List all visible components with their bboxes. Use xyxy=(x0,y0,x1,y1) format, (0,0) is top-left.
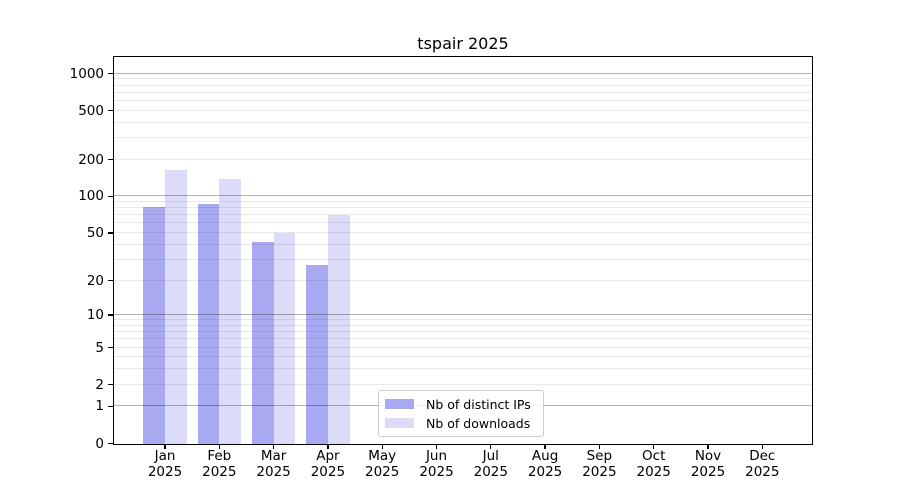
legend-label-distinct-ips: Nb of distinct IPs xyxy=(426,396,531,412)
bar-nb-of-downloads-mar-2025 xyxy=(273,233,296,444)
legend-label-downloads: Nb of downloads xyxy=(426,415,531,431)
y-tick-label-0: 0 xyxy=(95,435,104,452)
y-tick-label-1: 1 xyxy=(95,398,104,415)
x-tick-mark-sep-2025 xyxy=(598,444,601,449)
bar-nb-of-distinct-ips-mar-2025 xyxy=(251,242,274,444)
y-tick-mark-2 xyxy=(108,384,114,386)
minor-gridline-6 xyxy=(114,338,812,340)
x-tick-mark-jan-2025 xyxy=(164,444,166,449)
major-gridline-100 xyxy=(114,195,812,197)
x-tick-label-jul-2025: Jul 2025 xyxy=(473,448,508,480)
minor-gridline-7 xyxy=(114,331,812,333)
legend: Nb of distinct IPs Nb of downloads xyxy=(378,390,544,437)
plot-area xyxy=(113,56,813,445)
minor-gridline-300 xyxy=(114,136,812,138)
minor-gridline-900 xyxy=(114,78,812,80)
minor-gridline-8 xyxy=(114,324,812,326)
minor-gridline-60 xyxy=(114,222,812,224)
minor-gridline-30 xyxy=(114,258,812,260)
minor-gridline-80 xyxy=(114,207,812,209)
minor-gridline-4 xyxy=(114,356,812,358)
y-tick-mark-0 xyxy=(108,442,114,445)
x-tick-mark-aug-2025 xyxy=(544,444,546,449)
x-tick-mark-may-2025 xyxy=(381,444,383,449)
y-tick-mark-50 xyxy=(108,232,114,234)
minor-gridline-3 xyxy=(114,368,812,370)
y-tick-mark-20 xyxy=(108,279,114,282)
legend-swatch-downloads-icon xyxy=(385,418,414,428)
x-tick-mark-apr-2025 xyxy=(327,444,329,449)
x-tick-mark-dec-2025 xyxy=(761,444,763,449)
x-tick-mark-oct-2025 xyxy=(653,444,655,449)
y-tick-mark-200 xyxy=(108,158,114,161)
x-tick-label-jun-2025: Jun 2025 xyxy=(419,448,454,480)
x-tick-mark-jun-2025 xyxy=(435,444,438,449)
bar-nb-of-downloads-apr-2025 xyxy=(327,215,350,444)
minor-gridline-200 xyxy=(114,158,812,160)
x-tick-label-oct-2025: Oct 2025 xyxy=(636,448,671,480)
x-tick-label-sep-2025: Sep 2025 xyxy=(582,448,617,480)
minor-gridline-70 xyxy=(114,214,812,216)
x-tick-label-apr-2025: Apr 2025 xyxy=(310,448,346,480)
minor-gridline-50 xyxy=(114,232,812,233)
minor-gridline-5 xyxy=(114,346,812,348)
y-tick-mark-1 xyxy=(108,405,114,408)
legend-swatch-distinct-ips-icon xyxy=(385,399,414,409)
y-tick-label-100: 100 xyxy=(78,188,104,205)
bar-nb-of-distinct-ips-jan-2025 xyxy=(143,206,165,444)
y-tick-mark-10 xyxy=(108,314,114,316)
y-tick-label-500: 500 xyxy=(78,102,104,119)
y-tick-label-5: 5 xyxy=(95,339,104,356)
x-tick-label-aug-2025: Aug 2025 xyxy=(527,448,563,480)
minor-gridline-9 xyxy=(114,319,812,321)
legend-item-distinct-ips: Nb of distinct IPs xyxy=(379,395,543,414)
y-tick-label-200: 200 xyxy=(78,151,104,168)
y-tick-mark-500 xyxy=(108,109,114,112)
x-tick-label-jan-2025: Jan 2025 xyxy=(147,448,183,480)
x-tick-mark-nov-2025 xyxy=(707,444,709,449)
bar-nb-of-downloads-feb-2025 xyxy=(219,178,241,444)
x-tick-mark-jul-2025 xyxy=(490,444,492,449)
minor-gridline-20 xyxy=(114,279,812,281)
major-gridline-1000 xyxy=(114,72,812,74)
y-tick-mark-1000 xyxy=(108,72,114,75)
x-tick-mark-feb-2025 xyxy=(218,444,220,449)
x-tick-label-dec-2025: Dec 2025 xyxy=(745,448,780,480)
minor-gridline-800 xyxy=(114,84,812,86)
minor-gridline-2 xyxy=(114,383,812,385)
major-gridline-10 xyxy=(114,314,812,316)
bar-nb-of-distinct-ips-apr-2025 xyxy=(306,265,328,444)
minor-gridline-90 xyxy=(114,201,812,202)
y-tick-label-10: 10 xyxy=(86,307,104,324)
x-tick-mark-mar-2025 xyxy=(272,444,275,449)
y-tick-mark-5 xyxy=(108,346,114,349)
x-tick-label-nov-2025: Nov 2025 xyxy=(690,448,726,480)
minor-gridline-600 xyxy=(114,99,812,101)
bar-nb-of-downloads-jan-2025 xyxy=(165,169,187,444)
x-tick-label-feb-2025: Feb 2025 xyxy=(202,448,237,480)
minor-gridline-400 xyxy=(114,121,812,123)
x-tick-label-mar-2025: Mar 2025 xyxy=(256,448,291,480)
y-tick-mark-100 xyxy=(108,195,114,198)
minor-gridline-700 xyxy=(114,91,812,93)
y-tick-label-20: 20 xyxy=(86,272,104,289)
legend-item-downloads: Nb of downloads xyxy=(379,414,543,433)
y-tick-label-1000: 1000 xyxy=(69,65,104,82)
minor-gridline-40 xyxy=(114,243,812,245)
chart-title: tspair 2025 xyxy=(417,34,509,53)
y-tick-label-2: 2 xyxy=(95,376,104,393)
bar-nb-of-distinct-ips-feb-2025 xyxy=(197,204,220,444)
x-tick-label-may-2025: May 2025 xyxy=(365,448,400,480)
y-tick-label-50: 50 xyxy=(86,225,104,241)
minor-gridline-500 xyxy=(114,109,812,111)
